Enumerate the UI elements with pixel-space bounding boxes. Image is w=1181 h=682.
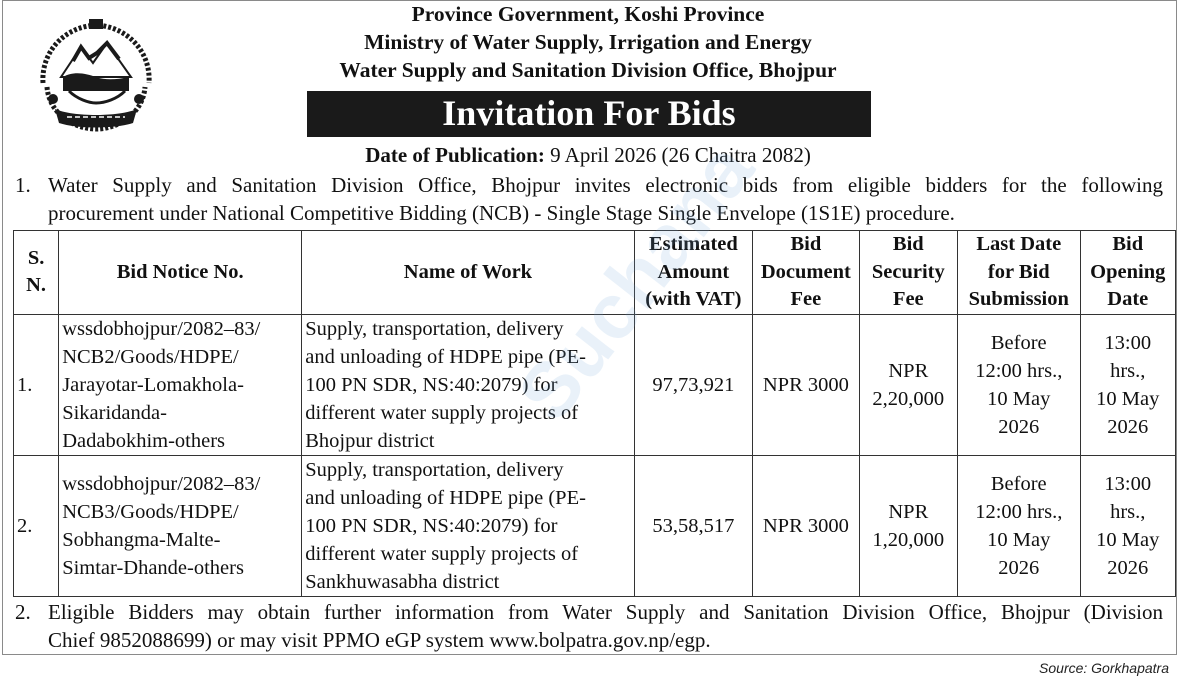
- row-last-date: Before 12:00 hrs., 10 May 2026: [957, 454, 1081, 597]
- row-opening-date: 13:00 hrs., 10 May 2026: [1079, 313, 1177, 456]
- paragraph-2-line-1: Eligible Bidders may obtain further info…: [48, 600, 1163, 624]
- row-security-fee: NPR 1,20,000: [858, 454, 959, 597]
- paragraph-2: 2. Eligible Bidders may obtain further i…: [15, 598, 1163, 654]
- paragraph-1-line-1: Water Supply and Sanitation Division Off…: [48, 173, 1163, 197]
- header-sn: S. N.: [12, 230, 60, 315]
- row-sn: 1.: [12, 313, 60, 456]
- header-name-of-work: Name of Work: [301, 230, 635, 315]
- header-ministry: Ministry of Water Supply, Irrigation and…: [364, 30, 812, 54]
- row-security-fee: NPR 2,20,000: [858, 313, 959, 456]
- bids-table: S. N. Bid Notice No. Name of Work Estimat…: [12, 230, 1177, 597]
- publication-date-value: 9 April 2026 (26 Chaitra 2082): [550, 143, 811, 167]
- paragraph-2-line-2: Chief 9852088699) or may visit PPMO eGP …: [48, 628, 711, 652]
- header-last-date: Last Date for Bid Submission: [957, 230, 1081, 315]
- paragraph-1-line-2: procurement under National Competitive B…: [48, 201, 955, 225]
- header-office: Water Supply and Sanitation Division Off…: [339, 58, 837, 82]
- header-estimated-amount: Estimated Amount (with VAT): [633, 230, 754, 315]
- row-bid-notice-no: wssdobhojpur/2082–83/NCB2/Goods/HDPE/Jar…: [58, 313, 303, 456]
- notice-title: Invitation For Bids: [307, 91, 871, 137]
- row-opening-date: 13:00 hrs., 10 May 2026: [1079, 454, 1177, 597]
- row-name-of-work: Supply, transportation, delivery and unlo…: [301, 313, 635, 456]
- table-row: 1. wssdobhojpur/2082–83/NCB2/Goods/HDPE/…: [12, 313, 1177, 456]
- publication-date: Date of Publication: 9 April 2026 (26 Ch…: [233, 142, 943, 168]
- paragraph-2-number: 2.: [15, 600, 31, 624]
- row-sn: 2.: [12, 454, 60, 597]
- nepal-emblem-icon: [40, 19, 152, 132]
- row-estimated-amount: 53,58,517: [633, 454, 754, 597]
- row-document-fee: NPR 3000: [752, 454, 860, 597]
- paragraph-1-number: 1.: [15, 173, 31, 197]
- publication-date-label: Date of Publication:: [365, 143, 545, 167]
- row-last-date: Before 12:00 hrs., 10 May 2026: [957, 313, 1081, 456]
- header-opening-date: Bid Opening Date: [1079, 230, 1177, 315]
- header-bid-notice-no: Bid Notice No.: [58, 230, 303, 315]
- row-bid-notice-no: wssdobhojpur/2082–83/NCB3/Goods/HDPE/Sob…: [58, 454, 303, 597]
- table-row: 2. wssdobhojpur/2082–83/NCB3/Goods/HDPE/…: [12, 454, 1177, 597]
- row-estimated-amount: 97,73,921: [633, 313, 754, 456]
- header-province: Province Government, Koshi Province: [411, 2, 765, 26]
- table-header-row: S. N. Bid Notice No. Name of Work Estimat…: [12, 230, 1177, 315]
- row-name-of-work: Supply, transportation, delivery and unlo…: [301, 454, 635, 597]
- paragraph-1: 1. Water Supply and Sanitation Division …: [15, 171, 1163, 227]
- row-document-fee: NPR 3000: [752, 313, 860, 456]
- bid-notice: Province Government, Koshi Province Mini…: [2, 0, 1177, 655]
- source-credit: Source: Gorkhapatra: [1039, 660, 1169, 676]
- header-security-fee: Bid Security Fee: [858, 230, 959, 315]
- header-document-fee: Bid Document Fee: [752, 230, 860, 315]
